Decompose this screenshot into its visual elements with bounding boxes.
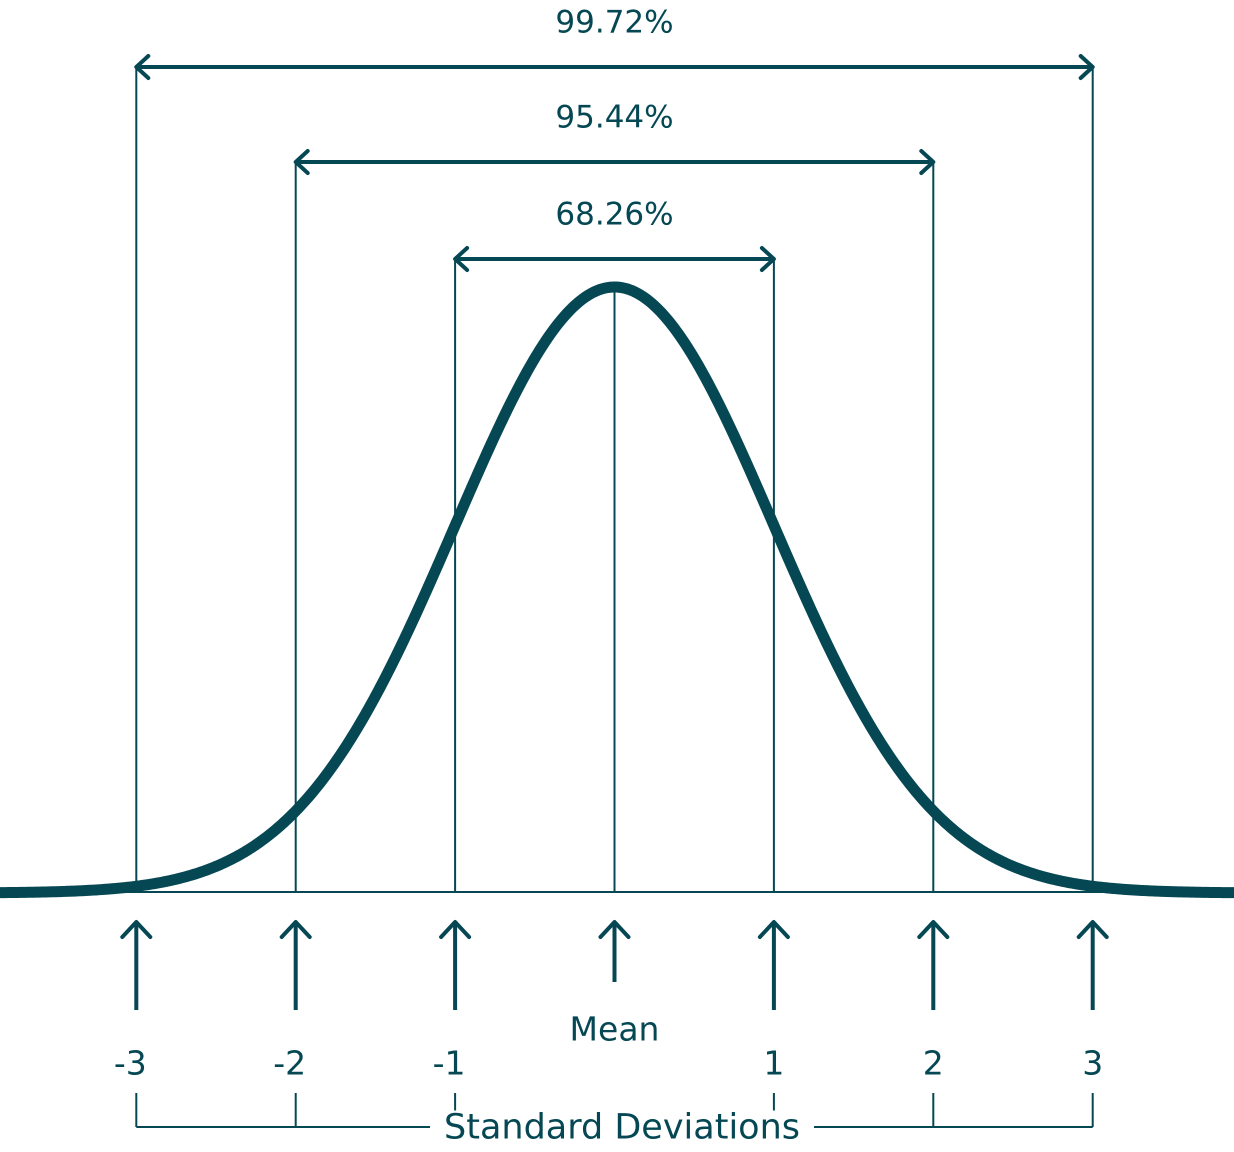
interval-label-68: 68.26% (549, 199, 680, 231)
tick-arrow-2 (917, 920, 950, 1010)
tick-label-2: 2 (922, 1043, 944, 1083)
tick-arrow-0 (598, 920, 631, 982)
interval-label-95: 95.44% (549, 102, 680, 134)
tick-arrow-m1 (439, 920, 472, 1010)
tick-arrow-m2 (279, 920, 312, 1010)
interval-arrow-68 (453, 246, 776, 272)
tick-label-1: 1 (763, 1043, 785, 1083)
tick-label-m1: -1 (432, 1043, 466, 1083)
tick-label-m2: -2 (273, 1043, 307, 1083)
mean-label: Mean (569, 1009, 660, 1049)
tick-arrow-1 (757, 920, 790, 1010)
tick-arrow-m3 (120, 920, 153, 1010)
tick-label-m3: -3 (113, 1043, 147, 1083)
interval-arrow-100 (134, 54, 1095, 80)
tick-arrow-3 (1076, 920, 1109, 1010)
tick-label-3: 3 (1082, 1043, 1104, 1083)
interval-arrow-95 (293, 149, 936, 175)
x-axis-title: Standard Deviations (430, 1110, 814, 1146)
interval-label-100: 99.72% (549, 7, 680, 39)
bell-curve (0, 281, 1234, 899)
